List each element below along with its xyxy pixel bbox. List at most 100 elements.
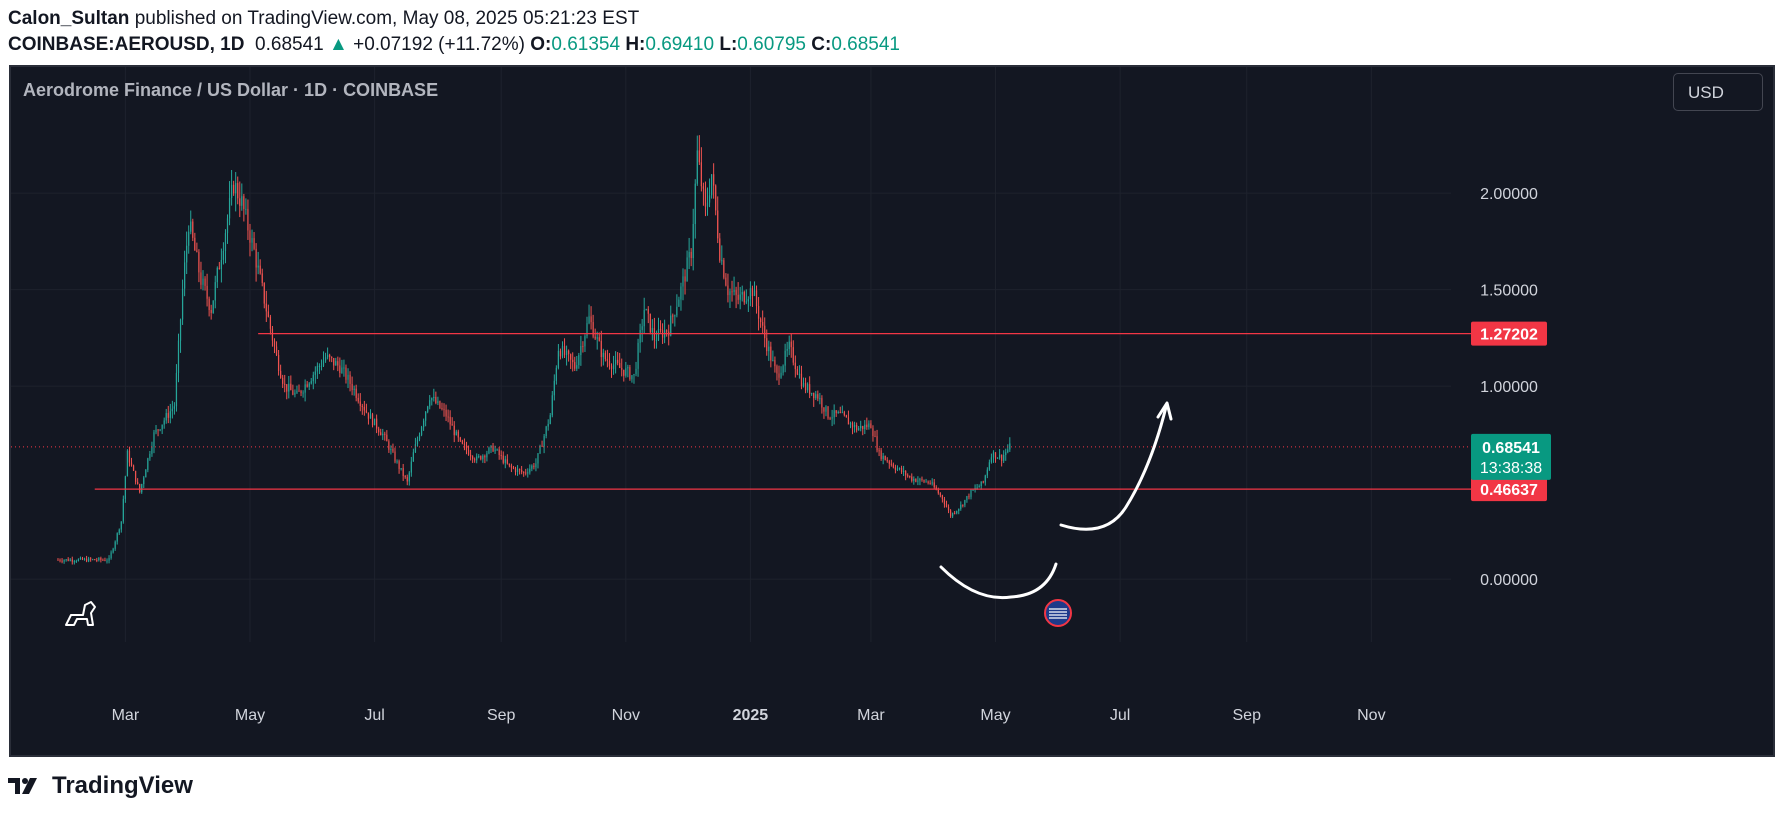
candle-body: [404, 476, 406, 478]
candle-body: [239, 198, 241, 206]
candle-body: [427, 406, 429, 412]
candle-body: [506, 459, 508, 464]
candle-body: [251, 238, 253, 243]
candle-body: [363, 406, 365, 411]
candle-body: [181, 288, 184, 320]
candle-body: [478, 456, 480, 458]
candle-body: [798, 373, 801, 375]
candle-body: [451, 424, 453, 426]
candle-body: [768, 346, 770, 352]
candle-body: [856, 425, 858, 431]
us-flag-event-icon[interactable]: [1044, 599, 1072, 627]
x-axis-tick-label: Jul: [1110, 707, 1130, 724]
candle-body: [518, 469, 521, 471]
price-chart[interactable]: 1.27202 0.46637 0.68541 13:38:38 2.00000 1.50…: [11, 67, 1773, 755]
candle-body: [318, 365, 321, 367]
author-name[interactable]: Calon_Sultan: [8, 8, 130, 29]
candle-body: [100, 558, 102, 560]
candle-body: [890, 463, 892, 465]
candle-body: [794, 362, 796, 370]
candle-body: [602, 352, 604, 358]
candle-body: [764, 325, 766, 339]
candle-body: [710, 174, 713, 196]
candle-body: [557, 350, 560, 368]
countdown-label: 13:38:38: [1480, 460, 1542, 477]
candle-body: [545, 426, 547, 437]
candle-body: [373, 418, 376, 426]
candle-body: [431, 398, 433, 401]
candle-body: [361, 405, 363, 407]
currency-button[interactable]: USD: [1673, 73, 1763, 111]
candle-body: [612, 364, 615, 369]
candle-body: [282, 377, 284, 384]
candle-body: [500, 455, 502, 457]
candle-body: [351, 383, 353, 390]
symbol-label: COINBASE:AEROUSD, 1D: [8, 34, 245, 55]
candle-body: [898, 468, 901, 470]
candle-body: [457, 431, 459, 438]
candle-body: [715, 185, 717, 211]
candle-body: [83, 558, 86, 560]
candle-body: [888, 461, 890, 464]
candle-body: [106, 560, 108, 562]
candle-body: [329, 354, 331, 357]
candle-body: [692, 224, 694, 259]
candle-body: [729, 291, 731, 296]
candle-body: [845, 415, 848, 418]
candle-body: [508, 463, 510, 466]
candle-body: [633, 374, 635, 376]
candle-body: [257, 265, 259, 268]
candle-body: [222, 250, 225, 260]
candle-body: [400, 468, 402, 470]
candle-body: [651, 328, 653, 333]
candle-body: [275, 346, 278, 356]
drawn-cup-curve[interactable]: [939, 562, 1058, 600]
candle-body: [422, 420, 425, 428]
candle-body: [841, 412, 843, 414]
candle-body: [265, 303, 267, 312]
candle-body: [108, 557, 110, 561]
candle-body: [243, 196, 245, 209]
candle-body: [512, 467, 515, 469]
candle-body: [269, 316, 272, 329]
candle-body: [386, 434, 388, 442]
level-price-label: 1.27202: [1480, 327, 1538, 344]
chart-title: Aerodrome Finance / US Dollar · 1D · COI…: [23, 80, 439, 100]
candle-body: [314, 371, 316, 375]
candle-body: [67, 559, 69, 561]
candle-body: [210, 310, 212, 313]
candle-body: [674, 315, 676, 317]
candle-body: [151, 446, 153, 454]
candle-body: [149, 453, 151, 459]
candle-body: [498, 449, 500, 456]
chart-panel[interactable]: 1.27202 0.46637 0.68541 13:38:38 2.00000 1.50…: [9, 65, 1775, 757]
candle-body: [849, 422, 852, 425]
candle-body: [731, 291, 733, 293]
candle-body: [555, 367, 557, 381]
x-axis-tick-label: Nov: [612, 707, 640, 724]
published-text: published on TradingView.com, May 08, 20…: [134, 8, 640, 29]
candle-body: [429, 400, 431, 407]
candle-body: [459, 437, 461, 441]
candle-body: [553, 380, 555, 396]
candle-body: [280, 370, 282, 378]
candle-body: [635, 368, 637, 375]
candle-body: [57, 559, 59, 561]
candle-body: [527, 472, 529, 474]
candle-body: [847, 417, 850, 425]
candle-body: [886, 460, 888, 462]
open-value: 0.61354: [551, 34, 621, 55]
candle-body: [672, 315, 674, 317]
candle-body: [907, 475, 909, 477]
candle-body: [465, 445, 468, 451]
tradingview-footer[interactable]: TradingView: [8, 772, 193, 800]
candle-body: [163, 420, 165, 425]
candle-body: [237, 183, 239, 199]
candle-body: [533, 465, 535, 468]
drawn-projection-arrow[interactable]: [1059, 405, 1168, 531]
candle-body: [588, 316, 590, 324]
candle-body: [968, 496, 970, 498]
candle-body: [647, 309, 649, 314]
candle-body: [696, 150, 698, 184]
candle-body: [145, 469, 147, 478]
